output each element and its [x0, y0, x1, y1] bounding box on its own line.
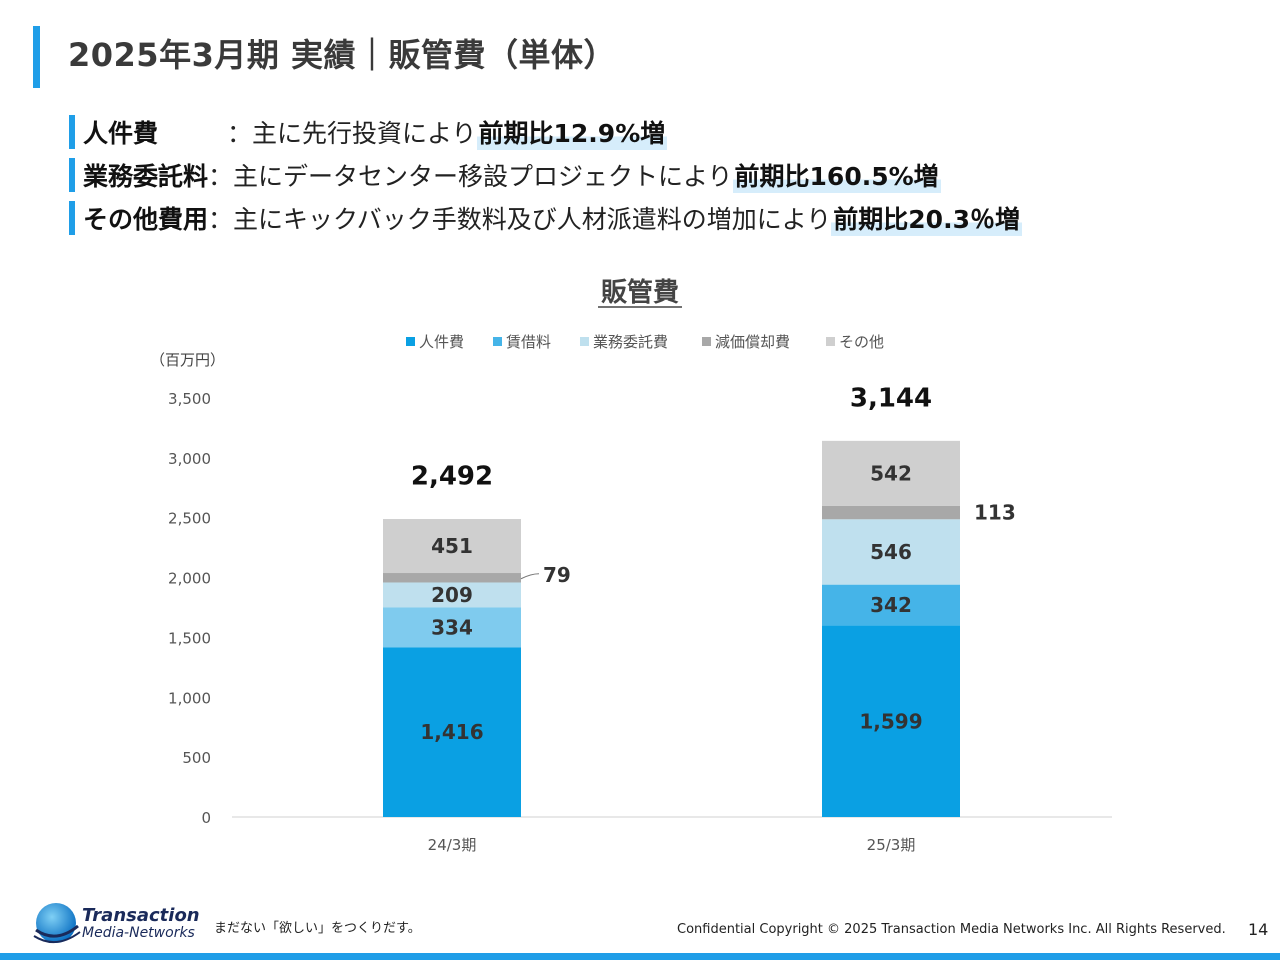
- bottom-accent-rule: [0, 953, 1280, 960]
- data-label: 334: [431, 615, 473, 639]
- y-tick-label: 1,500: [168, 629, 211, 647]
- legend-swatch-2: [493, 337, 502, 346]
- total-label: 3,144: [850, 384, 932, 414]
- y-tick-label: 3,500: [168, 390, 211, 408]
- legend-swatch-5: [826, 337, 835, 346]
- data-label: 1,599: [859, 709, 922, 733]
- legend-swatch-1: [406, 337, 415, 346]
- bullet-emphasis: 前期比12.9%増: [476, 113, 668, 150]
- y-tick-label: 1,000: [168, 689, 211, 707]
- chart-title: 販管費: [601, 278, 679, 308]
- footer-slogan: まだない「欲しい」をつくりだす。: [214, 921, 421, 936]
- bar-segment-3-2: [822, 519, 960, 585]
- legend-label-4: 減価償却費: [715, 333, 790, 351]
- bullet-label: その他費用: [83, 204, 209, 234]
- x-tick-label: 24/3期: [428, 836, 477, 854]
- y-axis-label: （百万円）: [150, 351, 225, 369]
- legend-label-1: 人件費: [419, 333, 464, 351]
- title-accent-bar: [33, 26, 40, 88]
- data-label: 342: [870, 593, 912, 617]
- bar-segment-1-1: [383, 647, 521, 817]
- legend-label-3: 業務委託費: [593, 333, 668, 351]
- bullet-label: 業務委託料: [83, 161, 209, 191]
- logo-wordmark-line2: Media-Networks: [82, 925, 195, 941]
- bullet-text: ：主にデータセンター移設プロジェクトにより: [208, 161, 733, 191]
- page-number: 14: [1248, 920, 1269, 939]
- y-tick-label: 0: [201, 809, 211, 827]
- bullet-label: 人件費: [83, 118, 159, 148]
- data-label: 113: [974, 501, 1016, 525]
- data-label: 1,416: [420, 720, 483, 744]
- bullet-marker: [69, 157, 75, 192]
- bar-segment-2-2: [822, 584, 960, 626]
- y-tick-label: 2,500: [168, 510, 211, 528]
- y-tick-label: 500: [182, 749, 211, 767]
- legend-swatch-3: [580, 337, 589, 346]
- company-logo-icon: [33, 903, 81, 943]
- legend-label-5: その他: [839, 333, 884, 351]
- data-label: 542: [870, 461, 912, 485]
- bar-segment-5-1: [383, 519, 521, 574]
- y-tick-label: 3,000: [168, 450, 211, 468]
- bullet-emphasis: 前期比20.3％増: [831, 199, 1022, 236]
- legend-swatch-4: [702, 337, 711, 346]
- summary-bullets: 人件費 ：主に先行投資により 前期比12.9%増 業務委託料 ：主にデータセンタ…: [69, 110, 1022, 239]
- data-label: 451: [431, 534, 473, 558]
- bullet-emphasis: 前期比160.5%増: [732, 156, 941, 193]
- data-label: 546: [870, 540, 912, 564]
- page-title: 2025年3月期 実績｜販管費（単体）: [68, 36, 616, 74]
- bar-segment-4-2: [822, 505, 960, 520]
- bar-segment-1-2: [822, 625, 960, 817]
- bullet-personnel: 人件費 ：主に先行投資により 前期比12.9%増: [69, 110, 1022, 153]
- total-label: 2,492: [411, 462, 493, 492]
- y-tick-label: 2,000: [168, 570, 211, 588]
- x-tick-label: 25/3期: [867, 836, 916, 854]
- bar-segment-3-1: [383, 582, 521, 608]
- bar-segment-2-1: [383, 607, 521, 648]
- bullet-marker: [69, 114, 75, 149]
- data-label: 209: [431, 583, 473, 607]
- bullet-text: ：主に先行投資により: [227, 118, 477, 148]
- bullet-outsourcing: 業務委託料 ：主にデータセンター移設プロジェクトにより 前期比160.5%増: [69, 153, 1022, 196]
- logo-wordmark-line1: Transaction: [82, 905, 200, 926]
- footer-copyright: Confidential Copyright © 2025 Transactio…: [677, 922, 1226, 937]
- bar-segment-5-2: [822, 440, 960, 506]
- data-label: 79: [543, 563, 571, 587]
- bullet-other-costs: その他費用 ：主にキックバック手数料及び人材派遣料の増加により 前期比20.3％…: [69, 196, 1022, 239]
- bullet-marker: [69, 200, 75, 235]
- bar-segment-4-1: [383, 573, 521, 583]
- bullet-text: ：主にキックバック手数料及び人材派遣料の増加により: [208, 204, 832, 234]
- legend-label-2: 賃借料: [506, 333, 551, 351]
- leader-line: [520, 573, 540, 580]
